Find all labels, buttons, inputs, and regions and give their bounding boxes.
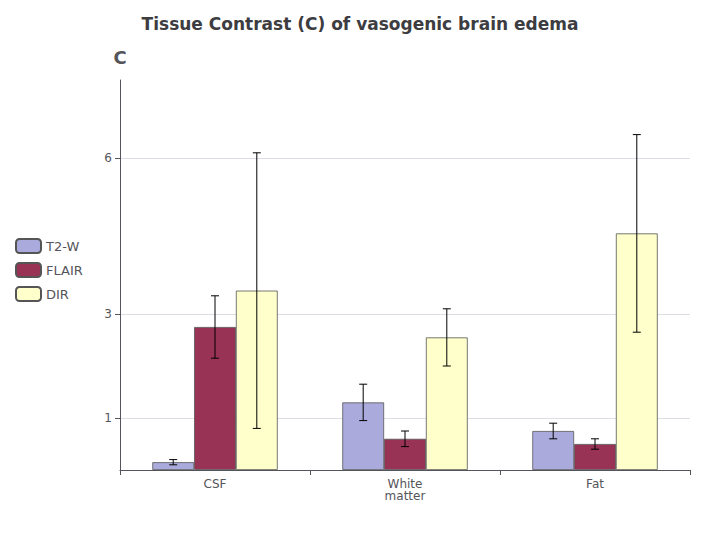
svg-text:FLAIR: FLAIR	[46, 263, 83, 278]
svg-text:matter: matter	[385, 489, 426, 503]
svg-text:Tissue Contrast (C) of vasogen: Tissue Contrast (C) of vasogenic brain e…	[142, 14, 579, 34]
svg-text:3: 3	[104, 307, 112, 321]
svg-text:CSF: CSF	[204, 477, 227, 491]
svg-text:T2-W: T2-W	[45, 239, 79, 254]
svg-text:White: White	[387, 477, 423, 491]
svg-text:C: C	[113, 47, 126, 68]
svg-text:Fat: Fat	[586, 477, 604, 491]
svg-text:1: 1	[104, 411, 112, 425]
svg-text:6: 6	[104, 151, 112, 165]
svg-text:DIR: DIR	[46, 287, 69, 302]
